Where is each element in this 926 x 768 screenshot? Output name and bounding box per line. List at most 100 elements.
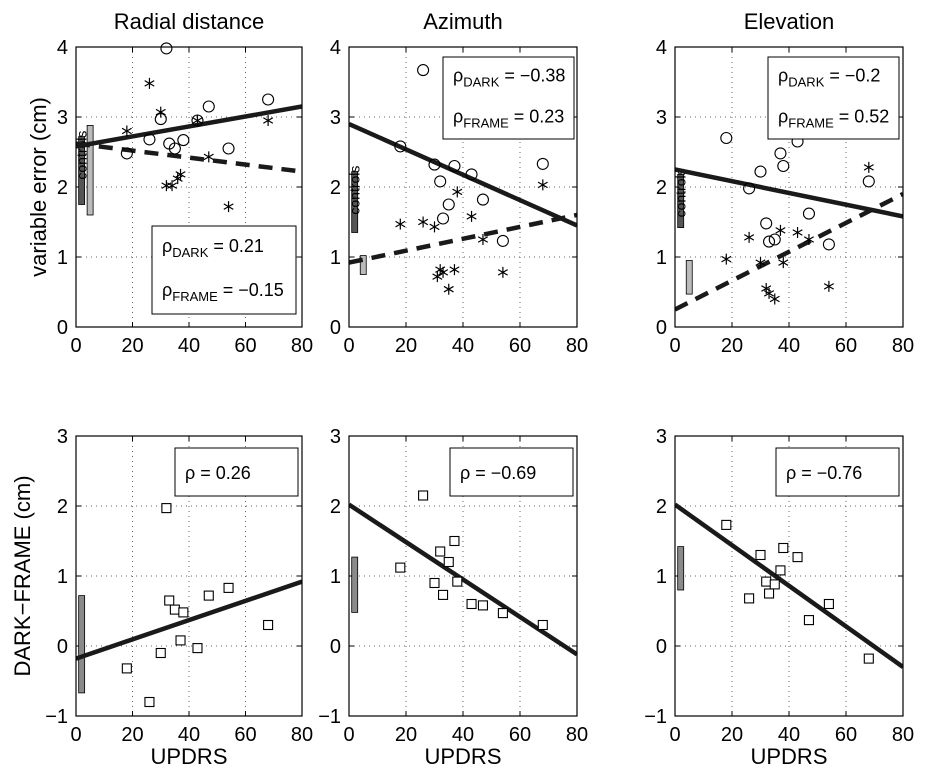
data-point — [160, 42, 173, 55]
panel-azimuth-top: 0 20 40 60 80 0 1 2 3 4 Azimuth controls ρDARK = −0.… — [330, 9, 588, 357]
series-frame — [121, 77, 274, 213]
x-tick-label: 40 — [778, 724, 800, 746]
x-tick-label: 80 — [291, 335, 313, 357]
data-point — [769, 579, 780, 590]
data-point — [121, 125, 132, 137]
data-point — [743, 182, 756, 195]
x-tick-label: 80 — [566, 335, 588, 357]
data-point — [822, 238, 835, 251]
data-point — [744, 593, 755, 604]
data-point — [792, 227, 803, 238]
control-bar-dark−frame — [78, 595, 86, 694]
data-point — [443, 283, 454, 295]
data-point — [442, 198, 455, 211]
axes-frame — [348, 435, 578, 717]
data-point — [755, 549, 766, 561]
data-point — [755, 257, 766, 269]
top-row-ylabel: variable error (cm) — [26, 97, 51, 277]
y-tick-label: 0 — [57, 317, 68, 339]
control-bar-dark — [351, 171, 359, 233]
x-tick-label: 0 — [343, 724, 354, 746]
control-bar-dark — [78, 136, 86, 205]
data-point — [166, 180, 178, 192]
data-point — [192, 643, 203, 654]
x-tick-label: 20 — [121, 335, 143, 357]
y-tick-label: 1 — [330, 566, 341, 588]
control-bars — [677, 173, 693, 295]
data-point — [823, 598, 834, 610]
x-tick-label: 0 — [70, 335, 81, 357]
data-point — [203, 590, 214, 601]
data-point — [429, 221, 440, 233]
data-point — [769, 293, 780, 305]
data-point — [263, 619, 274, 631]
fit-line-dark — [349, 121, 577, 228]
data-point — [448, 159, 461, 173]
data-point — [477, 600, 489, 611]
y-tick-label: 2 — [656, 496, 667, 518]
series-darkframe — [121, 503, 274, 708]
y-tick-label: 4 — [57, 37, 68, 59]
x-tick-label: 60 — [234, 335, 256, 357]
fit-lines — [349, 121, 577, 265]
y-tick-label: 0 — [57, 636, 68, 658]
fit-lines — [76, 104, 302, 174]
data-point — [449, 535, 460, 547]
data-point — [417, 64, 430, 77]
control-bars — [677, 546, 685, 591]
fit-lines — [675, 167, 903, 312]
x-axis-label: UPDRS — [750, 744, 827, 768]
x-tick-label: 0 — [70, 724, 81, 746]
x-axis-label: UPDRS — [150, 744, 227, 768]
y-tick-label: 3 — [57, 107, 68, 129]
data-point — [775, 565, 786, 576]
control-bars — [351, 556, 359, 613]
y-tick-label: 3 — [656, 426, 667, 448]
x-tick-label: 40 — [178, 335, 200, 357]
data-point — [169, 604, 180, 615]
data-point — [223, 582, 234, 593]
data-point — [395, 218, 406, 230]
data-point — [394, 140, 407, 153]
y-tick-label: 1 — [656, 247, 667, 269]
data-point — [803, 234, 815, 245]
data-point — [222, 142, 235, 155]
correlation-box: ρ = 0.26 — [174, 447, 299, 497]
fit-line-darkframe — [76, 579, 302, 661]
x-tick-label: 60 — [509, 724, 531, 746]
data-point — [435, 546, 446, 557]
x-tick-label: 0 — [669, 335, 680, 357]
axes-frame — [75, 435, 303, 717]
data-point — [775, 224, 786, 236]
control-bar-frame — [359, 255, 367, 275]
x-tick-label: 40 — [778, 335, 800, 357]
x-tick-label: 20 — [721, 335, 743, 357]
data-point — [161, 503, 172, 514]
fit-line-dark — [76, 104, 302, 149]
data-point — [754, 165, 767, 178]
data-point — [763, 287, 775, 299]
x-tick-label: 0 — [343, 335, 354, 357]
x-tick-label: 40 — [178, 724, 200, 746]
data-point — [823, 280, 834, 292]
data-point — [537, 619, 548, 631]
correlation-box-frame — [442, 56, 575, 140]
y-tick-label: 2 — [57, 496, 68, 518]
control-bar-dark−frame — [351, 556, 359, 613]
x-axis-label: UPDRS — [424, 744, 501, 768]
panel-title: Elevation — [744, 9, 835, 34]
data-point — [437, 589, 449, 600]
correlation-text: ρFRAME = 0.23 — [453, 107, 564, 131]
correlation-box: ρDARK = 0.21 ρFRAME = −0.15 — [151, 225, 297, 315]
data-point — [744, 231, 755, 243]
series-darkframe — [395, 490, 548, 631]
data-point — [263, 115, 274, 126]
data-point — [477, 234, 489, 245]
controls-label: controls — [673, 168, 689, 217]
data-point — [862, 175, 875, 188]
data-point — [452, 186, 463, 198]
data-point — [178, 607, 189, 618]
y-tick-label: 0 — [656, 317, 667, 339]
data-point — [466, 598, 477, 610]
